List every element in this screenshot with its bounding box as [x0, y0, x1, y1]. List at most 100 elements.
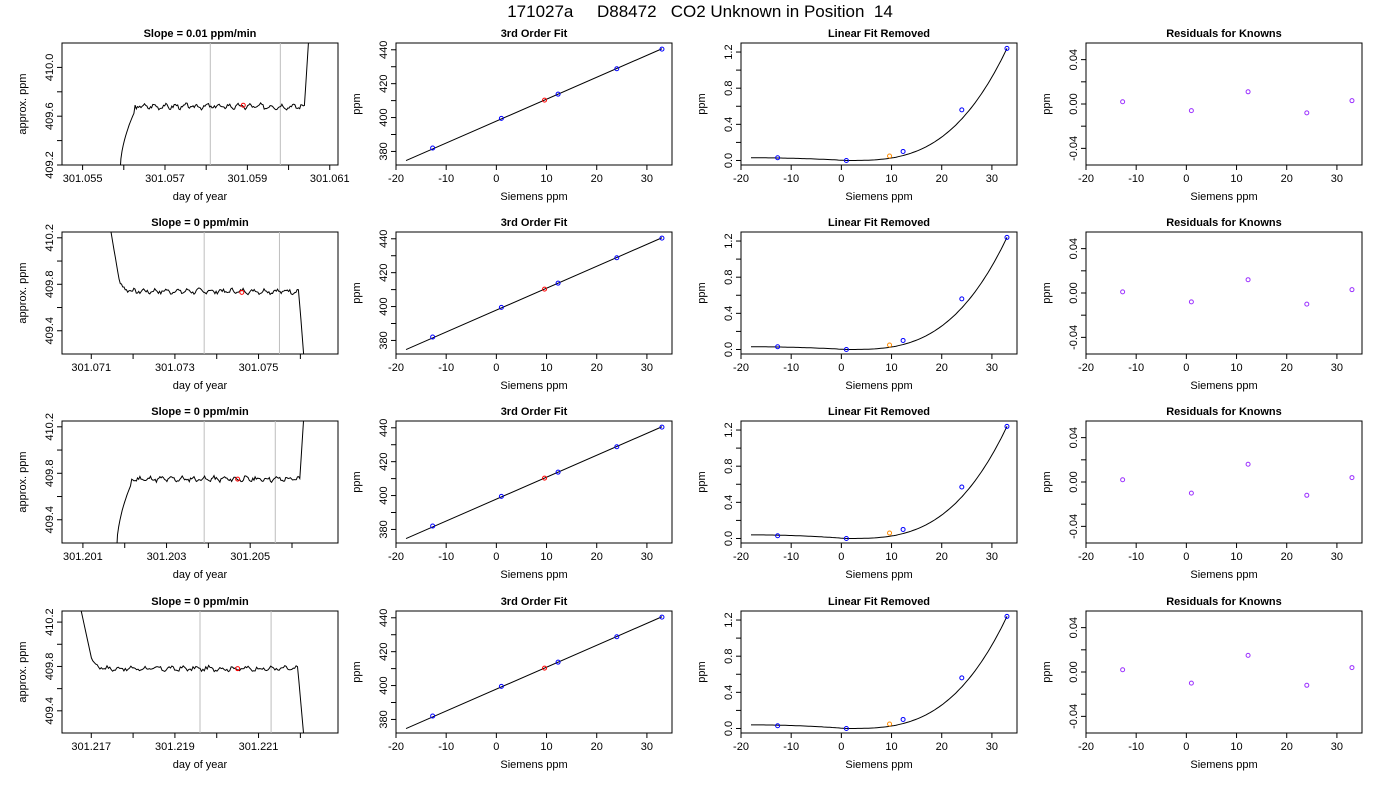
panel-r3-fit: 3rd Order Fit -20 -10 0 10 20 30 380 400 420 440 Si…	[351, 406, 673, 581]
x-tick-label: -20	[1078, 551, 1094, 563]
residual-curve	[751, 616, 1008, 729]
panel-title: Residuals for Knowns	[1166, 406, 1282, 418]
known-data-point	[1004, 45, 1010, 51]
plot-area	[80, 611, 305, 733]
plot-frame	[1085, 610, 1363, 734]
resid-data-point	[1120, 667, 1126, 673]
y-tick-label: 0.04	[1068, 49, 1080, 70]
panel-title: Residuals for Knowns	[1166, 217, 1282, 229]
known-data-point	[1004, 613, 1010, 619]
y-tick-label: 0.0	[723, 153, 735, 168]
x-tick-label: 20	[936, 173, 948, 185]
y-axis-label: approx. ppm	[17, 451, 29, 512]
y-tick-label: 0.0	[723, 721, 735, 736]
panel-r4-lin: Linear Fit Removed -20 -10 0 10 20 30 0.0 0.4 0.8…	[696, 596, 1018, 771]
known-data-point	[430, 334, 436, 340]
x-tick-label: 20	[1281, 362, 1293, 374]
unknown-mean-point	[235, 666, 241, 672]
known-data-point	[555, 91, 561, 97]
x-axis-label: Siemens ppm	[1190, 759, 1257, 771]
y-tick-label: 0.00	[1068, 93, 1080, 114]
known-data-point	[1004, 423, 1010, 429]
fit-line	[405, 616, 663, 730]
resid-data-point	[1245, 652, 1251, 658]
known-data-point	[659, 614, 665, 620]
y-axis-label: approx. ppm	[17, 262, 29, 323]
y-axis-label: ppm	[696, 661, 708, 682]
panel-title: Linear Fit Removed	[828, 217, 930, 229]
x-tick-label: -10	[438, 362, 454, 374]
x-tick-label: 20	[936, 362, 948, 374]
y-tick-label: 420	[378, 263, 390, 281]
known-data-point	[659, 424, 665, 430]
y-tick-label: 0.04	[1068, 617, 1080, 638]
resid-data-point	[1120, 99, 1126, 105]
panel-title: Slope = 0 ppm/min	[151, 406, 249, 418]
known-data-point	[843, 346, 849, 352]
panel-r1-fit: 3rd Order Fit -20 -10 0 10 20 30 380 400 420 440 Si…	[351, 28, 673, 203]
x-tick-label: 30	[1331, 741, 1343, 753]
known-data-point	[843, 535, 849, 541]
plot-area	[110, 232, 305, 354]
unknown-data-point	[542, 475, 548, 481]
x-tick-label: 20	[591, 362, 603, 374]
plot-area	[119, 43, 309, 165]
x-tick-label: 301.055	[63, 173, 103, 185]
resid-data-point	[1188, 299, 1194, 305]
plot-area	[405, 614, 665, 730]
x-tick-label: 10	[885, 362, 897, 374]
panel-r2-trace: Slope = 0 ppm/min 301.071 301.073 301.075 40…	[17, 217, 339, 392]
x-axis-label: Siemens ppm	[1190, 569, 1257, 581]
plot-area	[1120, 652, 1355, 688]
plot-area	[405, 46, 665, 162]
fit-line	[405, 426, 663, 540]
y-tick-label: 0.0	[723, 342, 735, 357]
x-tick-label: -20	[388, 741, 404, 753]
known-data-point	[430, 713, 436, 719]
y-tick-label: 410.2	[44, 224, 56, 252]
y-axis-label: ppm	[696, 471, 708, 492]
y-tick-label: 0.8	[723, 459, 735, 474]
x-tick-label: 30	[641, 173, 653, 185]
residual-curve	[751, 48, 1008, 161]
y-tick-label: 420	[378, 642, 390, 660]
known-data-point	[843, 725, 849, 731]
x-tick-label: -20	[1078, 741, 1094, 753]
panel-title: 3rd Order Fit	[501, 28, 568, 40]
resid-data-point	[1120, 477, 1126, 483]
x-tick-label: 301.203	[147, 551, 187, 563]
plot-frame	[395, 610, 673, 734]
y-axis-label: ppm	[351, 661, 363, 682]
residual-curve	[751, 426, 1008, 539]
plot-area	[751, 234, 1010, 352]
y-tick-label: 1.2	[723, 44, 735, 59]
y-tick-label: 380	[378, 710, 390, 728]
resid-data-point	[1349, 287, 1355, 293]
alt-data-point	[887, 342, 893, 348]
y-tick-label: 0.4	[723, 117, 735, 132]
known-data-point	[775, 723, 781, 729]
y-tick-label: 0.04	[1068, 238, 1080, 259]
x-tick-label: 0	[838, 173, 844, 185]
alt-data-point	[887, 153, 893, 159]
y-tick-label: 420	[378, 452, 390, 470]
y-tick-label: 400	[378, 297, 390, 315]
x-tick-label: 10	[885, 741, 897, 753]
y-tick-label: 1.2	[723, 233, 735, 248]
x-tick-label: -20	[733, 362, 749, 374]
y-tick-label: 0.0	[723, 531, 735, 546]
y-tick-label: 409.8	[44, 653, 56, 681]
y-tick-label: -0.04	[1068, 325, 1080, 350]
known-data-point	[775, 155, 781, 161]
x-tick-label: -10	[783, 362, 799, 374]
x-axis-label: day of year	[173, 759, 228, 771]
x-tick-label: 30	[641, 551, 653, 563]
resid-data-point	[1304, 110, 1310, 116]
x-tick-label: -20	[388, 362, 404, 374]
x-tick-label: 10	[1230, 741, 1242, 753]
panel-r1-lin: Linear Fit Removed -20 -10 0 10 20 30 0.0 0.4 0.8…	[696, 28, 1018, 203]
resid-data-point	[1188, 108, 1194, 114]
y-tick-label: 0.8	[723, 649, 735, 664]
y-tick-label: 440	[378, 609, 390, 627]
x-tick-label: 30	[986, 551, 998, 563]
